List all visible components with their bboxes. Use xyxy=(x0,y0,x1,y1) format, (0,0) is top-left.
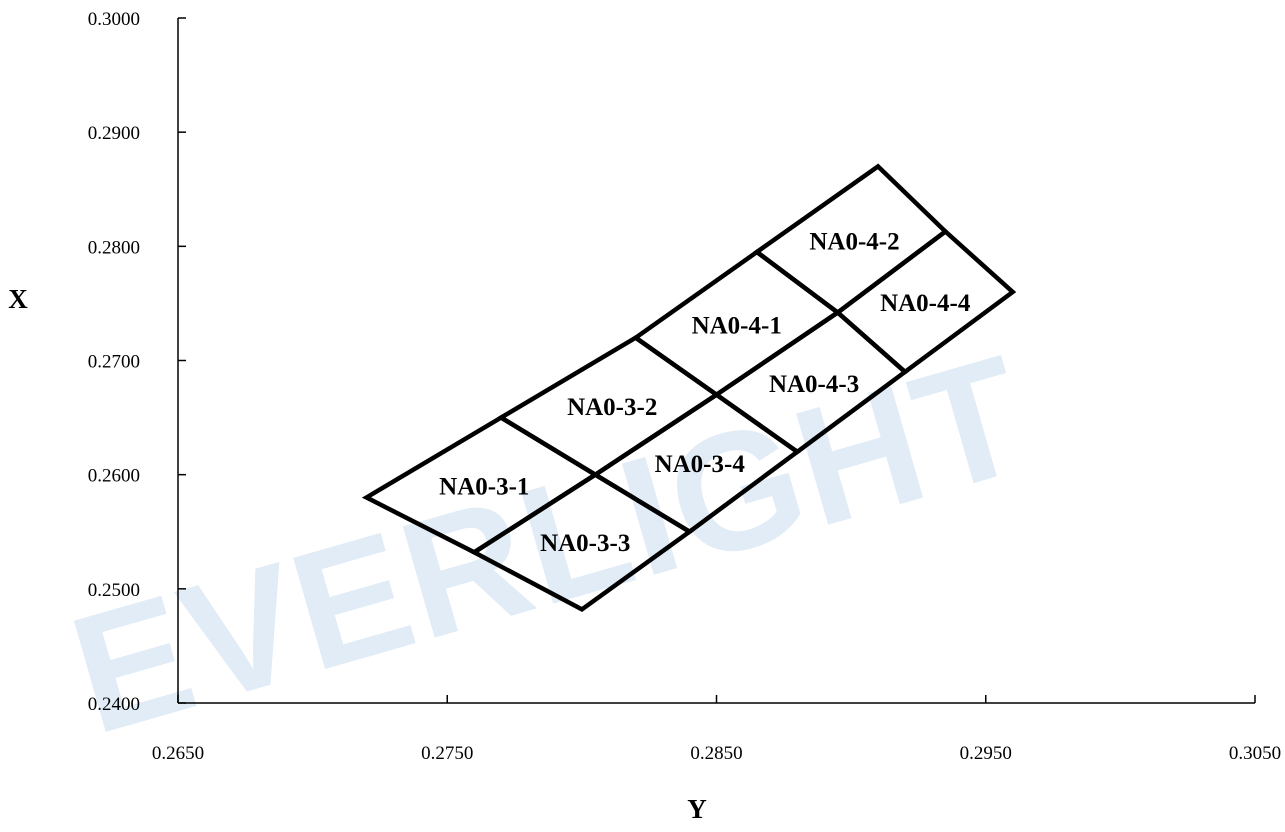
bin-label: NA0-4-4 xyxy=(880,290,971,317)
y-axis-title: X xyxy=(8,284,28,314)
y-tick-label: 0.2400 xyxy=(88,694,140,715)
bin-label: NA0-3-3 xyxy=(540,530,630,557)
x-tick-label: 0.2650 xyxy=(152,743,204,764)
y-tick-label: 0.2600 xyxy=(88,466,140,487)
bin-polygons xyxy=(361,163,1017,613)
x-tick-label: 0.2750 xyxy=(421,743,473,764)
y-tick-label: 0.3000 xyxy=(88,9,140,30)
bin-na0-4-4 xyxy=(834,228,1017,375)
x-axis-title: Y xyxy=(687,794,707,824)
bin-labels: NA0-3-1 NA0-3-2 NA0-3-3 NA0-3-4 NA0-4-1 NA0-4… xyxy=(439,229,971,557)
x-tick-label: 0.2950 xyxy=(960,743,1012,764)
bin-label: NA0-3-4 xyxy=(655,451,746,478)
y-tick-label: 0.2700 xyxy=(88,352,140,373)
bin-label: NA0-4-1 xyxy=(692,312,782,339)
bin-label: NA0-3-2 xyxy=(567,394,657,421)
x-tick-label: 0.2850 xyxy=(690,743,742,764)
y-tick-label: 0.2900 xyxy=(88,123,140,144)
axes: 0.2650 0.2750 0.2850 0.2950 0.3050 0.2400 0.25… xyxy=(88,9,1281,764)
bin-label: NA0-4-2 xyxy=(809,229,899,256)
x-tick-label: 0.3050 xyxy=(1229,743,1281,764)
y-tick-label: 0.2800 xyxy=(88,237,140,258)
y-tick-label: 0.2500 xyxy=(88,580,140,601)
bin-label: NA0-3-1 xyxy=(439,474,529,501)
bin-label: NA0-4-3 xyxy=(769,371,859,398)
